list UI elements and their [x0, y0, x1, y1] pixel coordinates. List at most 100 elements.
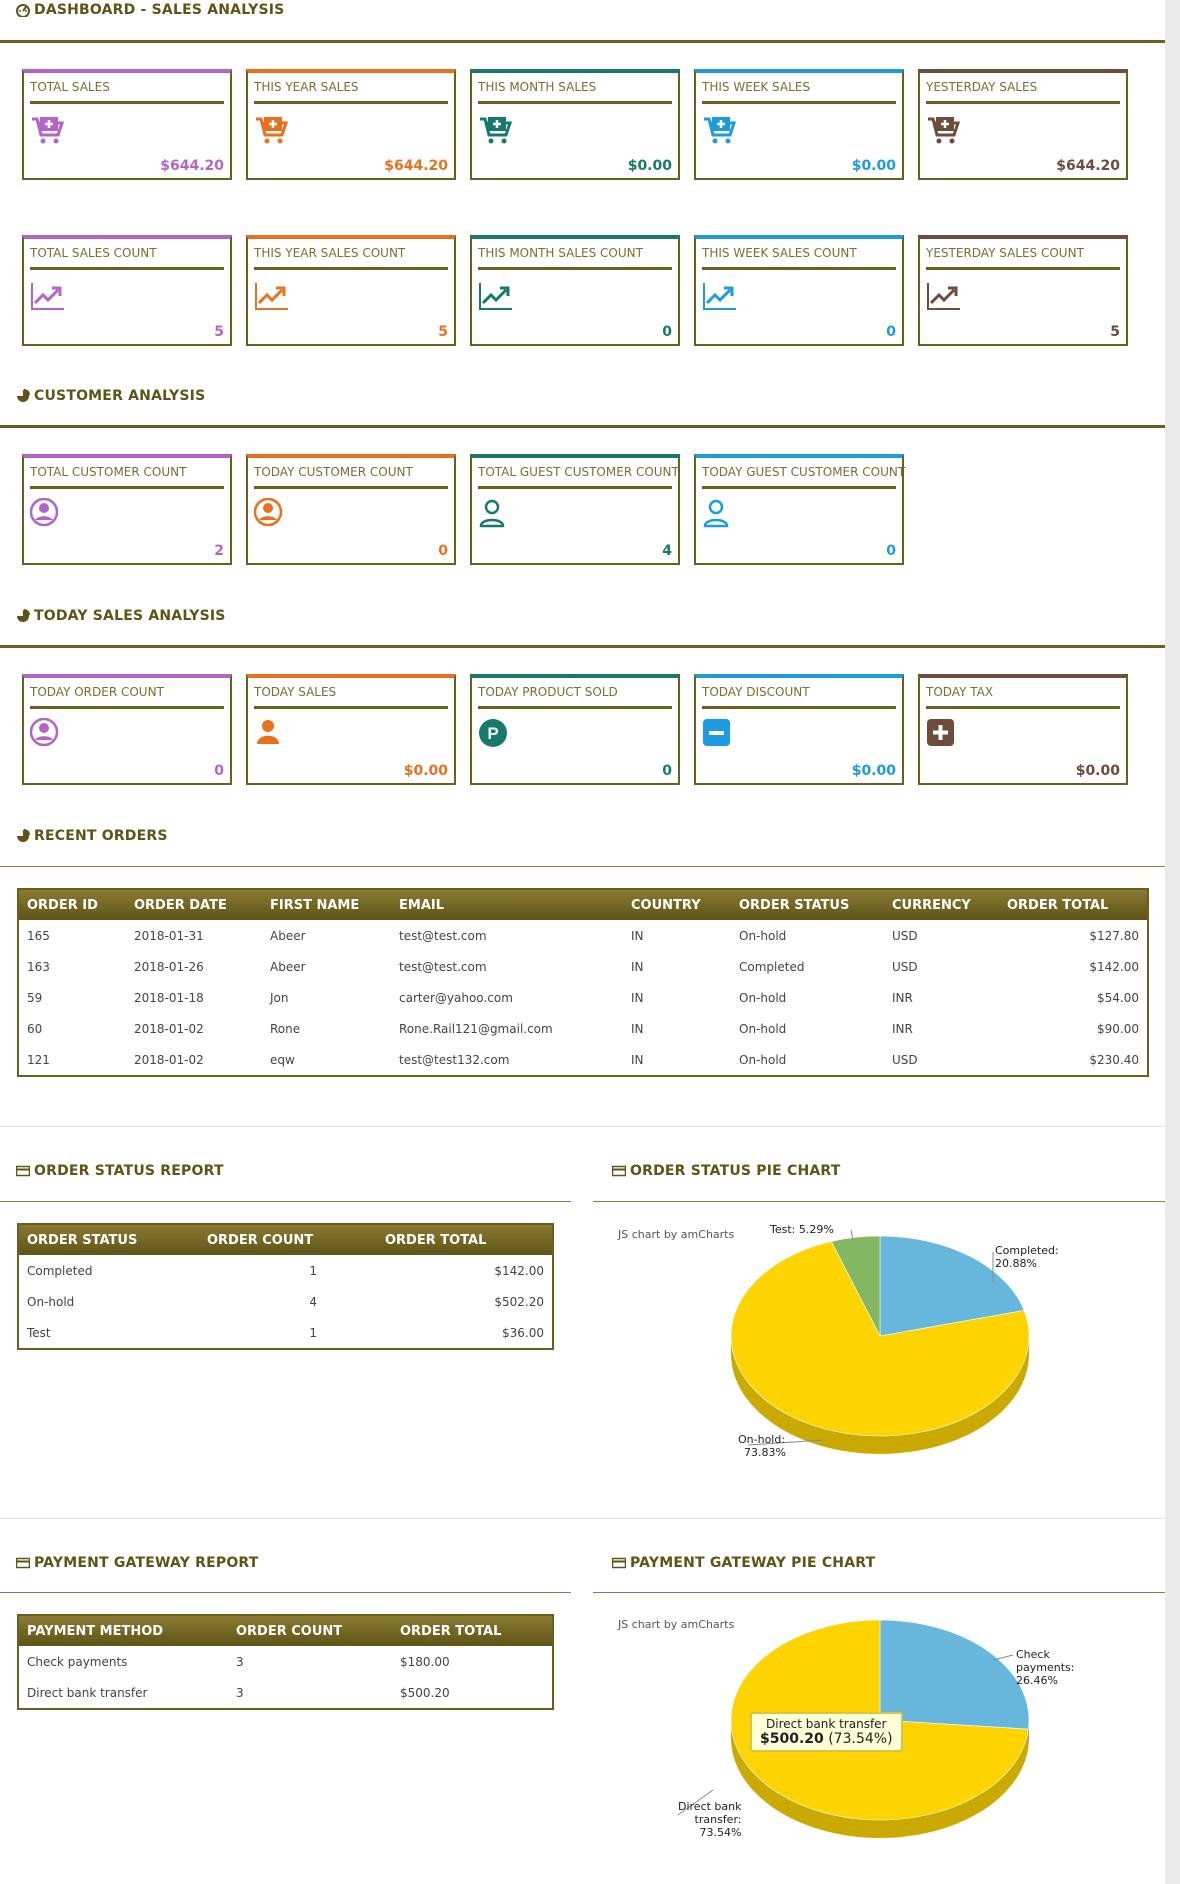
- order-status-table: ORDER STATUS ORDER COUNT ORDER TOTAL Com…: [17, 1223, 554, 1350]
- cell-order-total: $90.00: [1097, 1021, 1139, 1036]
- card-title: YESTERDAY SALES COUNT: [926, 246, 1084, 260]
- card-value: $0.00: [403, 763, 448, 779]
- card-today-guest-customer-count[interactable]: TODAY GUEST CUSTOMER COUNT 0: [694, 454, 905, 565]
- credit-card-icon: [16, 1557, 30, 1569]
- card-divider: [702, 706, 896, 709]
- card-today-discount[interactable]: TODAY DISCOUNT $0.00: [694, 674, 904, 785]
- label-completed-name: Completed:: [995, 1244, 1059, 1257]
- col-order-total[interactable]: ORDER TOTAL: [999, 890, 1147, 920]
- cell-email: Rone.Rail121@gmail.com: [399, 1021, 553, 1036]
- card-total-customer-count[interactable]: TOTAL CUSTOMER COUNT 2: [22, 454, 232, 565]
- col-order-status[interactable]: ORDER STATUS: [731, 890, 884, 920]
- table-header-row: ORDER ID ORDER DATE FIRST NAME EMAIL COU…: [19, 890, 1147, 920]
- col-payment-method[interactable]: PAYMENT METHOD: [19, 1616, 228, 1646]
- col-order-id[interactable]: ORDER ID: [19, 890, 126, 920]
- cell-order-status: On-hold: [739, 928, 787, 943]
- card-this-year-sales-count[interactable]: THIS YEAR SALES COUNT 5: [246, 235, 456, 346]
- cell-count: 3: [236, 1654, 244, 1669]
- table-row[interactable]: 59 2018-01-18 Jon carter@yahoo.com IN On-hold…: [19, 982, 1147, 1013]
- pie-slice-check-payments[interactable]: [879, 1619, 1030, 1730]
- table-row[interactable]: 60 2018-01-02 Rone Rone.Rail121@gmail.com IN…: [19, 1013, 1147, 1044]
- card-this-month-sales[interactable]: THIS MONTH SALES $0.00: [470, 69, 680, 180]
- scrollbar[interactable]: [1165, 0, 1180, 1884]
- table-row[interactable]: Direct bank transfer 3 $500.20: [19, 1677, 552, 1708]
- cell-email: test@test132.com: [399, 1052, 510, 1067]
- order-status-pie-chart[interactable]: [593, 1210, 1165, 1530]
- cell-first-name: Jon: [270, 990, 289, 1005]
- col-order-date[interactable]: ORDER DATE: [126, 890, 262, 920]
- cell-status: Completed: [27, 1263, 93, 1278]
- divider: [0, 866, 1165, 867]
- card-title: TOTAL GUEST CUSTOMER COUNT: [478, 465, 679, 479]
- cell-total: $180.00: [400, 1654, 450, 1669]
- table-row[interactable]: Test 1 $36.00: [19, 1317, 552, 1348]
- col-order-count[interactable]: ORDER COUNT: [199, 1225, 377, 1255]
- label-test: Test: 5.29%: [770, 1223, 834, 1236]
- card-this-week-sales[interactable]: THIS WEEK SALES $0.00: [694, 69, 904, 180]
- pie-slice-test[interactable]: [830, 1235, 881, 1337]
- card-total-guest-customer-count[interactable]: TOTAL GUEST CUSTOMER COUNT 4: [470, 454, 680, 565]
- cell-order-status: On-hold: [739, 1021, 787, 1036]
- cell-country: IN: [631, 1021, 644, 1036]
- divider: [0, 1201, 571, 1202]
- table-header-row: PAYMENT METHOD ORDER COUNT ORDER TOTAL: [19, 1616, 552, 1646]
- col-order-count[interactable]: ORDER COUNT: [228, 1616, 392, 1646]
- col-order-total[interactable]: ORDER TOTAL: [392, 1616, 552, 1646]
- card-divider: [30, 486, 224, 489]
- card-total-sales-count[interactable]: TOTAL SALES COUNT 5: [22, 235, 232, 346]
- cell-order-total: $142.00: [1089, 959, 1139, 974]
- sales-analysis-label: DASHBOARD - SALES ANALYSIS: [34, 2, 285, 18]
- col-country[interactable]: COUNTRY: [623, 890, 731, 920]
- trend-up-icon: [255, 283, 288, 310]
- pie-slice-on-hold[interactable]: [730, 1241, 1030, 1437]
- cell-order-id: 163: [27, 959, 50, 974]
- card-value: 0: [662, 324, 672, 340]
- cell-country: IN: [631, 928, 644, 943]
- cell-order-date: 2018-01-26: [134, 959, 204, 974]
- cart-icon: [928, 117, 961, 144]
- table-row[interactable]: Check payments 3 $180.00: [19, 1646, 552, 1677]
- card-today-customer-count[interactable]: TODAY CUSTOMER COUNT 0: [246, 454, 456, 565]
- card-today-tax[interactable]: TODAY TAX $0.00: [918, 674, 1128, 785]
- card-title: TODAY TAX: [926, 685, 994, 699]
- table-row[interactable]: 121 2018-01-02 eqw test@test132.com IN On-hol…: [19, 1044, 1147, 1075]
- col-first-name[interactable]: FIRST NAME: [262, 890, 391, 920]
- col-order-status[interactable]: ORDER STATUS: [19, 1225, 199, 1255]
- card-divider: [926, 101, 1120, 104]
- card-yesterday-sales-count[interactable]: YESTERDAY SALES COUNT 5: [918, 235, 1128, 346]
- tooltip-pct: (73.54%): [828, 1731, 893, 1747]
- cell-currency: USD: [892, 928, 918, 943]
- col-currency[interactable]: CURRENCY: [884, 890, 999, 920]
- cell-currency: USD: [892, 959, 918, 974]
- cell-count: 3: [236, 1685, 244, 1700]
- table-row[interactable]: Completed 1 $142.00: [19, 1255, 552, 1286]
- card-yesterday-sales[interactable]: YESTERDAY SALES $644.20: [918, 69, 1128, 180]
- card-today-order-count[interactable]: TODAY ORDER COUNT 0: [22, 674, 232, 785]
- card-this-month-sales-count[interactable]: THIS MONTH SALES COUNT 0: [470, 235, 680, 346]
- card-today-sales[interactable]: TODAY SALES $0.00: [246, 674, 456, 785]
- card-total-sales[interactable]: TOTAL SALES $644.20: [22, 69, 232, 180]
- col-email[interactable]: EMAIL: [391, 890, 623, 920]
- divider: [593, 1201, 1165, 1202]
- chart-credit[interactable]: JS chart by amCharts: [618, 1618, 735, 1631]
- card-this-week-sales-count[interactable]: THIS WEEK SALES COUNT 0: [694, 235, 904, 346]
- table-row[interactable]: 163 2018-01-26 Abeer test@test.com IN Complet…: [19, 951, 1147, 982]
- plus-square-icon: [927, 719, 954, 746]
- order-status-pie-title: ORDER STATUS PIE CHART: [612, 1163, 841, 1179]
- table-row[interactable]: On-hold 4 $502.20: [19, 1286, 552, 1317]
- card-value: 5: [438, 324, 448, 340]
- cell-count: 1: [309, 1325, 317, 1340]
- pie-slice-completed[interactable]: [879, 1235, 1025, 1337]
- card-this-year-sales[interactable]: THIS YEAR SALES $644.20: [246, 69, 456, 180]
- card-today-product-sold[interactable]: TODAY PRODUCT SOLD P 0: [470, 674, 680, 785]
- pie-chart-icon: [17, 609, 30, 622]
- chart-credit[interactable]: JS chart by amCharts: [618, 1228, 735, 1241]
- pie-slice-side: [731, 1336, 1029, 1454]
- label-onhold-name: On-hold:: [738, 1433, 786, 1446]
- table-row[interactable]: 165 2018-01-31 Abeer test@test.com IN On-hold…: [19, 920, 1147, 951]
- card-title: TOTAL SALES COUNT: [30, 246, 157, 260]
- user-circle-icon: [30, 498, 59, 527]
- label-on-hold: On-hold: 73.83%: [738, 1433, 786, 1459]
- pie-label-leader: [677, 1789, 714, 1816]
- col-order-total[interactable]: ORDER TOTAL: [377, 1225, 552, 1255]
